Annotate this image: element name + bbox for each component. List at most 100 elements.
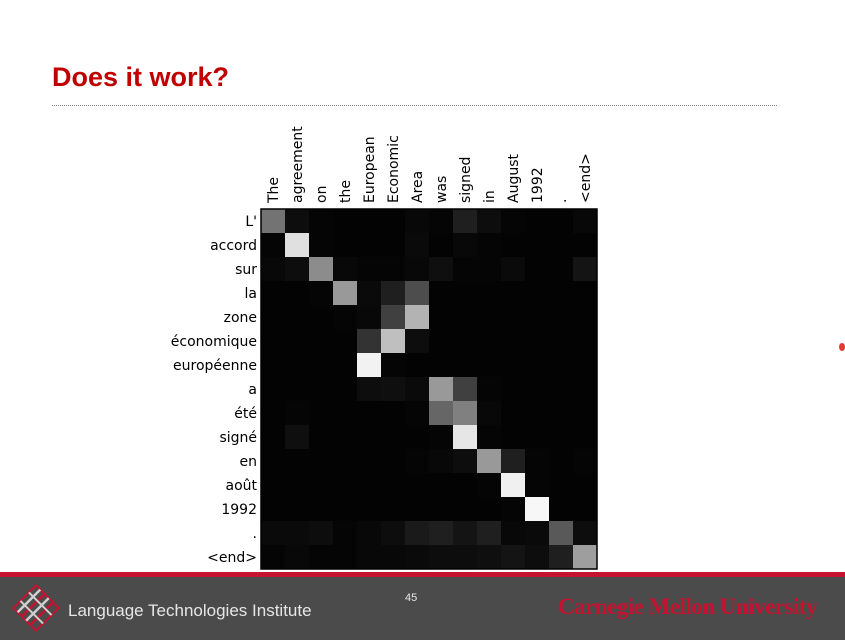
- heatmap-cell: [501, 449, 526, 474]
- attention-heatmap: The agreement on the European Economic Area was…: [171, 126, 598, 570]
- heatmap-cell: [477, 353, 502, 378]
- heatmap-cell: [429, 305, 454, 330]
- heatmap-cell: [357, 329, 382, 354]
- heatmap-cell: [405, 329, 430, 354]
- heatmap-cell: [261, 257, 286, 282]
- heatmap-cell: [261, 305, 286, 330]
- heatmap-cell: [333, 377, 358, 402]
- heatmap-cell: [453, 401, 478, 426]
- heatmap-cell: [429, 497, 454, 522]
- heatmap-cell: [429, 473, 454, 498]
- heatmap-cell: [573, 377, 598, 402]
- heatmap-cell: [573, 233, 598, 258]
- heatmap-cell: [309, 305, 334, 330]
- y-tick-label: en: [240, 454, 258, 470]
- heatmap-cell: [573, 329, 598, 354]
- heatmap-cell: [285, 281, 310, 306]
- heatmap-cell: [333, 497, 358, 522]
- heatmap-cell: [477, 521, 502, 546]
- x-tick-label: 1992: [530, 167, 546, 203]
- heatmap-cell: [429, 209, 454, 234]
- heatmap-cell: [261, 377, 286, 402]
- heatmap-cell: [453, 497, 478, 522]
- heatmap-cell: [285, 473, 310, 498]
- heatmap-cell: [549, 473, 574, 498]
- heatmap-cell: [357, 401, 382, 426]
- heatmap-cell: [429, 281, 454, 306]
- heatmap-cell: [501, 473, 526, 498]
- heatmap-cell: [357, 353, 382, 378]
- heatmap-cell: [381, 497, 406, 522]
- y-tick-label: économique: [171, 334, 257, 350]
- heatmap-cell: [549, 305, 574, 330]
- x-tick-label: Area: [410, 171, 426, 203]
- heatmap-cell: [525, 497, 550, 522]
- heatmap-cell: [357, 449, 382, 474]
- heatmap-cell: [501, 257, 526, 282]
- heatmap-cell: [357, 497, 382, 522]
- heatmap-cell: [285, 353, 310, 378]
- heatmap-cell: [285, 545, 310, 570]
- y-tick-label: sur: [235, 262, 257, 278]
- heatmap-cell: [309, 545, 334, 570]
- heatmap-cell: [285, 233, 310, 258]
- heatmap-cell: [309, 353, 334, 378]
- heatmap-cell: [381, 473, 406, 498]
- heatmap-cell: [429, 257, 454, 282]
- y-tick-label: accord: [210, 238, 257, 254]
- heatmap-cell: [333, 257, 358, 282]
- heatmap-cell: [381, 233, 406, 258]
- x-tick-label: European: [362, 136, 378, 203]
- heatmap-cell: [429, 377, 454, 402]
- heatmap-cell: [453, 425, 478, 450]
- heatmap-cell: [381, 353, 406, 378]
- heatmap-cell: [309, 401, 334, 426]
- x-tick-label: signed: [458, 157, 474, 203]
- x-tick-label: agreement: [290, 126, 306, 203]
- y-tick-labels: L' accord sur la zone économique européenne a ét…: [171, 214, 258, 566]
- heatmap-cell: [357, 233, 382, 258]
- y-tick-label: zone: [224, 310, 257, 326]
- x-tick-label: <end>: [578, 153, 594, 203]
- heatmap-cell: [501, 425, 526, 450]
- heatmap-cell: [333, 209, 358, 234]
- heatmap-cell: [309, 377, 334, 402]
- heatmap-cell: [501, 233, 526, 258]
- heatmap-cell: [573, 209, 598, 234]
- x-tick-label: August: [506, 153, 522, 203]
- x-tick-label: Economic: [386, 135, 402, 203]
- heatmap-cell: [381, 425, 406, 450]
- x-tick-label: the: [338, 180, 354, 203]
- heatmap-cell: [453, 377, 478, 402]
- heatmap-cell: [261, 425, 286, 450]
- heatmap-cell: [453, 545, 478, 570]
- x-tick-label: The: [266, 177, 282, 204]
- heatmap-cell: [453, 449, 478, 474]
- heatmap-cell: [357, 281, 382, 306]
- heatmap-cell: [357, 473, 382, 498]
- heatmap-cell: [285, 209, 310, 234]
- heatmap-cell: [573, 281, 598, 306]
- heatmap-cell: [525, 545, 550, 570]
- heatmap-cell: [429, 233, 454, 258]
- heatmap-cell: [381, 521, 406, 546]
- heatmap-cell: [525, 353, 550, 378]
- heatmap-cell: [405, 353, 430, 378]
- heatmap-cell: [501, 497, 526, 522]
- heatmap-cell: [573, 257, 598, 282]
- heatmap-cell: [357, 425, 382, 450]
- heatmap-cell: [525, 233, 550, 258]
- heatmap-cell: [381, 209, 406, 234]
- heatmap-cell: [501, 545, 526, 570]
- heatmap-cell: [525, 257, 550, 282]
- heatmap-cell: [549, 401, 574, 426]
- heatmap-cell: [429, 329, 454, 354]
- heatmap-cell: [261, 353, 286, 378]
- y-tick-label: la: [245, 286, 257, 302]
- heatmap-cell: [453, 233, 478, 258]
- heatmap-cell: [429, 521, 454, 546]
- heatmap-cell: [285, 401, 310, 426]
- heatmap-cell: [429, 449, 454, 474]
- heatmap-cell: [549, 233, 574, 258]
- y-tick-label: .: [253, 526, 257, 542]
